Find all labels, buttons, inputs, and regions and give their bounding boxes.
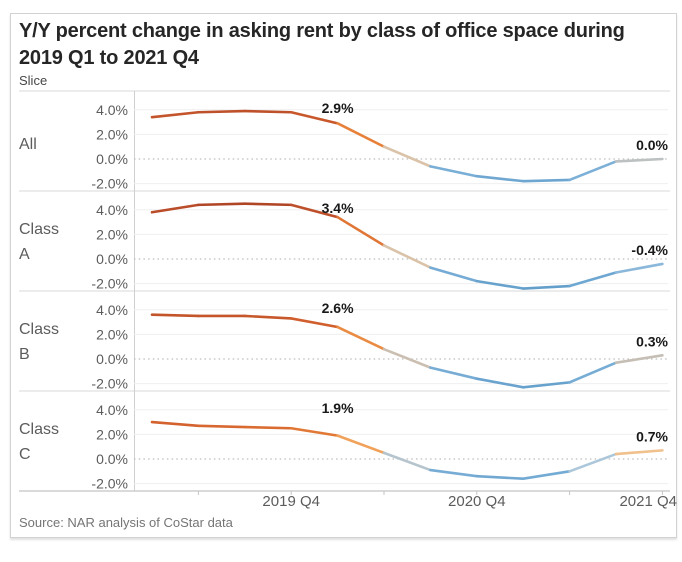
y-tick-label: 4.0% <box>96 202 128 218</box>
trend-line-segment <box>382 244 432 269</box>
trend-line-segment <box>289 426 339 437</box>
trend-line-segment <box>150 110 200 119</box>
trend-line-segment <box>521 284 571 290</box>
slice-column-header: Slice <box>19 73 48 88</box>
y-tick-label: 0.0% <box>96 251 128 267</box>
trend-line-segment <box>429 266 479 283</box>
facet-row-label: B <box>19 346 30 363</box>
y-tick-label: 0.0% <box>96 451 128 467</box>
trend-line-segment <box>382 451 432 472</box>
trend-line-segment <box>614 449 664 456</box>
trend-line-segment <box>150 420 200 428</box>
facet-row-label: Class <box>19 421 59 438</box>
trend-line-segment <box>521 381 571 389</box>
trend-line-segment <box>150 313 200 318</box>
trend-line-segment <box>429 468 479 478</box>
trend-line-segment <box>336 122 386 148</box>
x-tick-label: 2020 Q4 <box>448 493 506 510</box>
trend-line-segment <box>382 145 432 168</box>
end-value-label: 0.3% <box>636 333 668 349</box>
peak-value-label: 3.4% <box>322 200 354 216</box>
y-tick-label: 2.0% <box>96 126 128 142</box>
trend-line-segment <box>475 377 525 389</box>
facet-row-label: Class <box>19 321 59 338</box>
trend-line-segment <box>243 202 293 207</box>
trend-line-segment <box>521 469 571 480</box>
y-tick-label: -2.0% <box>91 476 128 492</box>
chart-title: Y/Y percent change in asking rent by cla… <box>19 20 625 69</box>
chart-card: Y/Y percent change in asking rent by cla… <box>10 13 677 538</box>
trend-line-segment <box>150 203 200 214</box>
y-tick-label: 0.0% <box>96 351 128 367</box>
trend-line-segment <box>197 424 247 429</box>
y-tick-label: 4.0% <box>96 102 128 118</box>
x-tick-label: 2019 Q4 <box>262 493 320 510</box>
trend-line-segment <box>382 347 432 369</box>
trend-line-segment <box>521 178 571 183</box>
trend-line-segment <box>336 325 386 351</box>
end-value-label: 0.7% <box>636 428 668 444</box>
source-note: Source: NAR analysis of CoStar data <box>19 515 233 530</box>
trend-line-segment <box>243 109 293 114</box>
peak-value-label: 2.6% <box>322 300 354 316</box>
trend-line-segment <box>336 215 386 247</box>
y-tick-label: -2.0% <box>91 276 128 292</box>
trend-line-segment <box>243 314 293 320</box>
trend-line-segment <box>475 174 525 183</box>
facet-row-label: A <box>19 246 30 263</box>
end-value-label: -0.4% <box>631 242 668 258</box>
peak-value-label: 1.9% <box>322 400 354 416</box>
trend-line-segment <box>475 279 525 290</box>
trend-line-segment <box>289 203 339 219</box>
trend-line-segment <box>568 271 618 288</box>
trend-line-segment <box>568 452 618 473</box>
facet-row-label: All <box>19 136 37 153</box>
y-tick-label: 2.0% <box>96 226 128 242</box>
facet-row-label: C <box>19 446 31 463</box>
trend-line-segment <box>475 474 525 480</box>
trend-line-segment <box>568 361 618 384</box>
y-tick-label: 4.0% <box>96 402 128 418</box>
trend-line-segment <box>336 434 386 455</box>
y-tick-label: -2.0% <box>91 176 128 192</box>
facet-line-chart: 4.0% 2.0% 0.0% -2.0% All 2.9% 0.0% 4.0% 2.0% 0.0%… <box>19 90 677 510</box>
trend-line-segment <box>243 425 293 430</box>
trend-line-segment <box>614 262 664 274</box>
y-tick-label: 2.0% <box>96 426 128 442</box>
trend-line-segment <box>568 160 618 182</box>
end-value-label: 0.0% <box>636 137 668 153</box>
trend-line-segment <box>197 202 247 207</box>
facet-row-label: Class <box>19 221 59 238</box>
trend-line-segment <box>289 110 339 125</box>
trend-line-segment <box>197 109 247 114</box>
x-tick-label: 2021 Q4 <box>619 493 677 510</box>
trend-line-segment <box>429 165 479 178</box>
trend-line-segment <box>289 317 339 329</box>
peak-value-label: 2.9% <box>322 100 354 116</box>
trend-line-segment <box>614 354 664 364</box>
y-tick-label: 4.0% <box>96 302 128 318</box>
y-tick-label: 0.0% <box>96 151 128 167</box>
trend-line-segment <box>614 157 664 163</box>
y-tick-label: -2.0% <box>91 376 128 392</box>
trend-line-segment <box>429 366 479 380</box>
y-tick-label: 2.0% <box>96 326 128 342</box>
